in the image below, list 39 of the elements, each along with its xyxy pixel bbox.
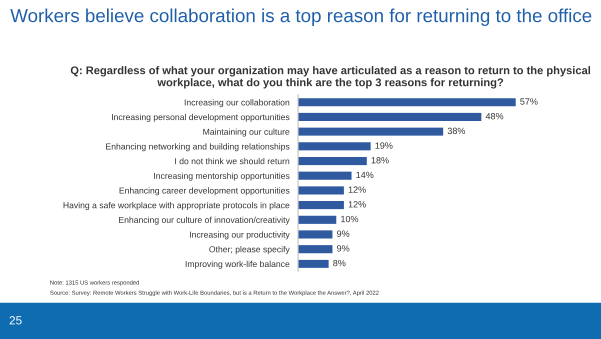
y-tick-label: I do not think we should return	[175, 158, 290, 164]
y-tick-label: Maintaining our culture	[203, 128, 290, 137]
bar	[298, 98, 516, 106]
y-tick-label: Enhancing our culture of innovation/creativity	[119, 216, 290, 225]
data-label: 12%	[348, 201, 366, 208]
data-label: 48%	[486, 112, 504, 120]
bar	[298, 230, 332, 239]
data-label: 38%	[448, 128, 466, 134]
bar	[298, 128, 444, 136]
data-label: 9%	[337, 245, 350, 252]
y-tick-label: Enhancing career development opportunities	[120, 187, 290, 196]
bar	[298, 260, 329, 268]
data-label: 14%	[356, 172, 374, 178]
bar	[298, 156, 367, 166]
chart-title: Workers believe collaboration is a top reason for returning to the office	[10, 8, 592, 26]
bar	[298, 201, 344, 210]
data-label: 8%	[333, 260, 346, 266]
bar	[298, 172, 352, 180]
data-label: 57%	[520, 98, 538, 105]
bar	[298, 142, 371, 150]
chart-subtitle: Q: Regardless of what your organization may have articulated as a reason to return to the physical workplace, what do you think are the top 3 reasons for returning?	[70, 66, 590, 89]
data-label: 9%	[337, 230, 350, 237]
y-tick-label: Enhancing networking and building relationships	[106, 143, 290, 152]
y-tick-label: Increasing personal development opportunities	[112, 114, 290, 122]
y-tick-label: Having a safe workplace with appropriate protocols in place	[64, 202, 290, 210]
y-tick-label: Other; please specify	[209, 246, 290, 254]
bar	[298, 186, 344, 194]
data-label: 10%	[341, 216, 358, 222]
data-label: 18%	[372, 157, 389, 164]
bar	[298, 112, 482, 121]
y-tick-label: Improving work-life balance	[186, 260, 290, 269]
data-label: 12%	[348, 186, 366, 193]
bar	[298, 245, 332, 254]
y-tick-label: Increasing our productivity	[190, 231, 290, 240]
y-tick-label: Increasing mentorship opportunities	[154, 172, 290, 181]
y-tick-label: Increasing our collaboration	[184, 99, 290, 108]
bar	[298, 216, 336, 224]
data-label: 19%	[375, 142, 393, 149]
text: 25	[10, 316, 22, 325]
